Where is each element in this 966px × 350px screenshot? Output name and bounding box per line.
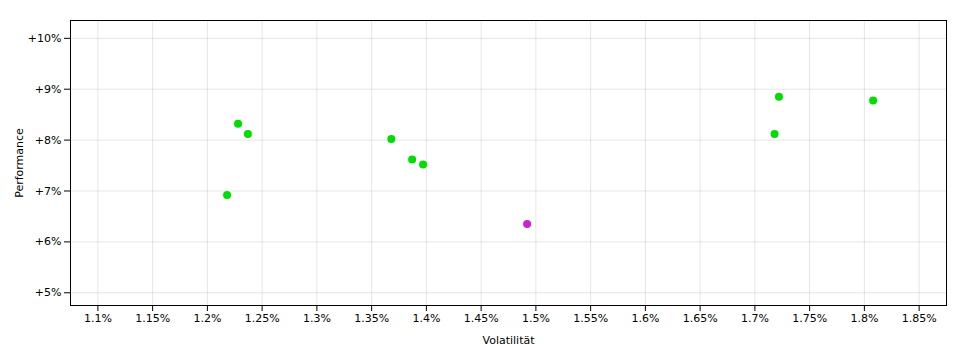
svg-text:1.8%: 1.8% [850,312,878,325]
svg-text:1.55%: 1.55% [573,312,608,325]
svg-text:1.1%: 1.1% [84,312,112,325]
svg-text:+6%: +6% [35,235,62,248]
svg-text:1.35%: 1.35% [354,312,389,325]
svg-text:1.7%: 1.7% [741,312,769,325]
svg-text:1.85%: 1.85% [902,312,937,325]
svg-text:1.65%: 1.65% [683,312,718,325]
svg-text:1.25%: 1.25% [245,312,280,325]
svg-text:1.2%: 1.2% [193,312,221,325]
svg-text:+5%: +5% [35,286,62,299]
svg-text:Volatilität: Volatilität [482,334,535,347]
svg-text:+9%: +9% [35,83,62,96]
svg-text:Performance: Performance [13,128,26,198]
svg-text:+8%: +8% [35,134,62,147]
svg-text:1.5%: 1.5% [522,312,550,325]
svg-text:1.3%: 1.3% [303,312,331,325]
svg-text:+10%: +10% [28,32,62,45]
svg-text:+7%: +7% [35,185,62,198]
svg-text:1.45%: 1.45% [464,312,499,325]
svg-text:1.75%: 1.75% [792,312,827,325]
svg-text:1.4%: 1.4% [412,312,440,325]
svg-text:1.6%: 1.6% [631,312,659,325]
svg-text:1.15%: 1.15% [135,312,170,325]
